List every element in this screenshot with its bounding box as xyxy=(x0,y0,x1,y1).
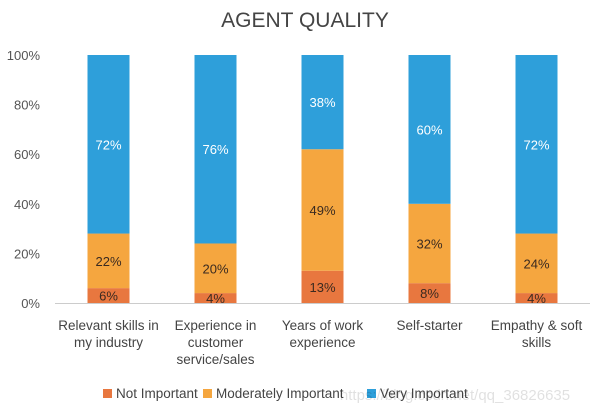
x-tick-label: my industry xyxy=(74,335,143,350)
data-label: 4% xyxy=(527,291,546,306)
x-tick-label: experience xyxy=(289,335,355,350)
bar-segment xyxy=(87,288,130,303)
y-axis: 0% 20% 40% 60% 80% 100% xyxy=(7,48,41,311)
bar-segment xyxy=(194,243,237,294)
bar-segment xyxy=(408,55,451,204)
bar-segment xyxy=(301,270,344,303)
bars: 6% 22% 72% 4% 20% 76% 13% 49% 38% 8% 32% 60% 4% 24% 72… xyxy=(87,55,558,306)
data-label: 22% xyxy=(95,254,121,269)
y-tick-label: 80% xyxy=(14,98,40,113)
x-tick-label: service/sales xyxy=(176,352,254,367)
y-tick-label: 0% xyxy=(21,296,40,311)
x-tick-label: Self-starter xyxy=(396,318,463,333)
y-tick-label: 20% xyxy=(14,246,40,261)
data-label: 4% xyxy=(206,291,225,306)
bar-segment xyxy=(515,293,558,303)
bar-segment xyxy=(408,203,451,284)
y-tick-label: 60% xyxy=(14,147,40,162)
legend-label: Not Important xyxy=(116,386,198,401)
watermark: https://blog.csdn.net/qq_36826635 xyxy=(340,387,570,404)
x-tick-label: customer xyxy=(188,335,244,350)
bar-segment xyxy=(87,55,130,234)
bar-segment xyxy=(194,293,237,303)
data-label: 38% xyxy=(309,95,335,110)
bar-segment xyxy=(301,149,344,271)
data-label: 13% xyxy=(309,280,335,295)
data-label: 6% xyxy=(99,289,118,304)
data-label: 32% xyxy=(416,236,442,251)
bar-segment xyxy=(87,233,130,289)
data-label: 24% xyxy=(523,256,549,271)
data-label: 72% xyxy=(523,137,549,152)
bar-segment xyxy=(194,55,237,244)
bar-segment xyxy=(408,283,451,303)
x-tick-label: skills xyxy=(522,335,551,350)
legend-label: Moderately Important xyxy=(216,386,344,401)
x-tick-label: Experience in xyxy=(175,318,257,333)
legend-swatch xyxy=(103,389,112,398)
data-label: 49% xyxy=(309,203,335,218)
y-tick-label: 40% xyxy=(14,197,40,212)
legend-label: Very Important xyxy=(380,386,468,401)
bar-segment xyxy=(515,233,558,294)
legend: Not Important Moderately Important Very Im… xyxy=(103,386,468,401)
x-axis: Relevant skills in my industry Experience … xyxy=(58,318,582,367)
legend-swatch xyxy=(367,389,376,398)
x-tick-label: Empathy & soft xyxy=(491,318,583,333)
x-tick-label: Relevant skills in xyxy=(58,318,159,333)
data-label: 72% xyxy=(95,137,121,152)
bar-segment xyxy=(515,55,558,234)
x-tick-label: Years of work xyxy=(282,318,364,333)
data-label: 8% xyxy=(420,286,439,301)
chart-title: AGENT QUALITY xyxy=(221,9,389,32)
bar-segment xyxy=(301,55,344,150)
data-label: 60% xyxy=(416,122,442,137)
y-tick-label: 100% xyxy=(7,48,41,63)
data-label: 76% xyxy=(202,142,228,157)
legend-swatch xyxy=(203,389,212,398)
data-label: 20% xyxy=(202,261,228,276)
